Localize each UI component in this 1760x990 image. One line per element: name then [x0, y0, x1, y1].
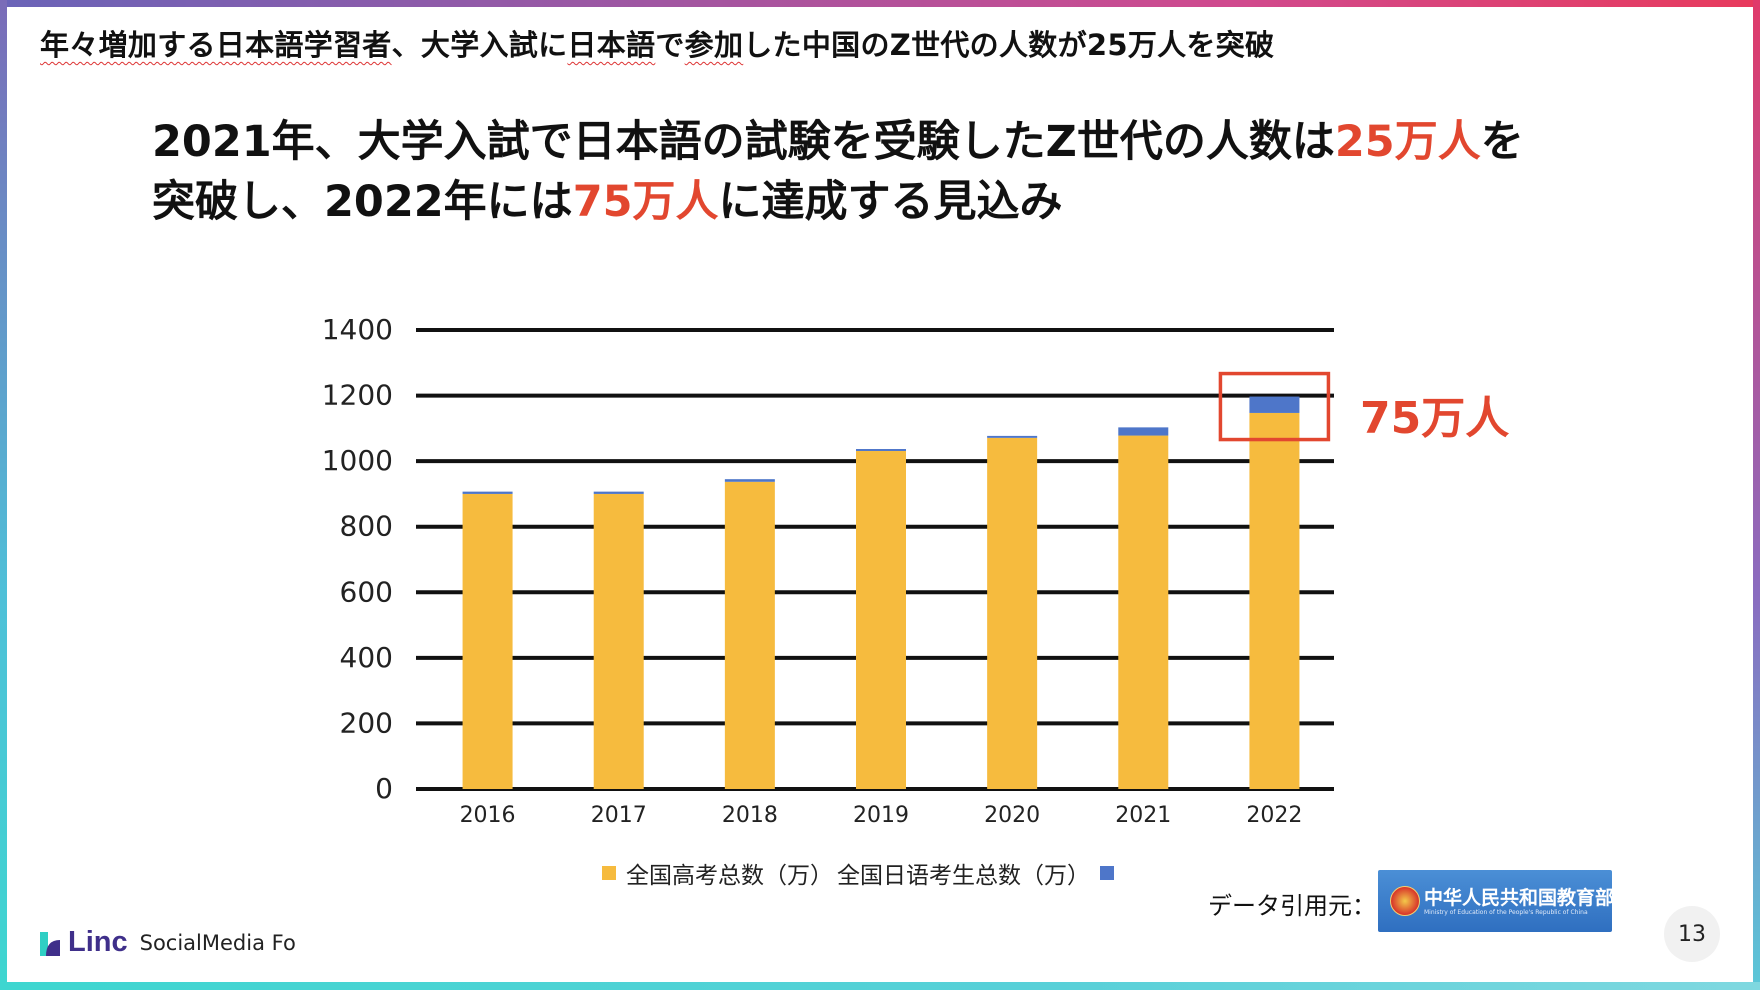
legend-swatch-japanese	[1100, 866, 1114, 880]
top-title-part6: した中国のZ世代の人数が25万人を突破	[743, 28, 1275, 62]
top-title-part5: 参加	[684, 28, 744, 62]
y-tick-label-1000: 1000	[322, 444, 393, 477]
source-label: データ引用元：	[1208, 892, 1376, 920]
slide-headline: 2021年、大学入試で日本語の試験を受験したZ世代の人数は25万人を 突破し、2…	[152, 112, 1652, 232]
bar-japanese-2021	[1118, 427, 1169, 436]
x-tick-label-2022: 2022	[1246, 803, 1302, 828]
x-tick-label-2017: 2017	[591, 803, 647, 828]
headline-line1-a: 2021年、大学入試で日本語の試験を受験したZ世代の人数は	[152, 117, 1335, 167]
frame-edge-left	[0, 0, 7, 990]
x-tick-label-2016: 2016	[460, 803, 516, 828]
legend-label-total: 全国高考总数（万）	[626, 863, 833, 889]
chart-legend: 全国高考总数（万） 全国日语考生总数（万）	[592, 856, 1124, 890]
y-tick-label-600: 600	[340, 575, 393, 608]
x-tick-label-2020: 2020	[984, 803, 1040, 828]
bar-japanese-2016	[462, 491, 513, 494]
highlight-box-2022	[1218, 371, 1331, 442]
bar-total-2018	[724, 481, 775, 789]
y-tick-label-0: 0	[375, 772, 393, 805]
bar-japanese-2017	[593, 491, 644, 494]
frame-edge-top	[0, 0, 1760, 7]
moe-logo: 中华人民共和国教育部 Ministry of Education of the …	[1378, 870, 1615, 932]
brand-name: Linc	[68, 926, 128, 958]
legend-swatch-total	[602, 866, 616, 880]
bar-japanese-2019	[856, 449, 906, 451]
y-tick-label-800: 800	[340, 510, 393, 543]
headline-line2-b: に達成する見込み	[718, 177, 1063, 227]
top-title-part2: 、大学入試に	[391, 28, 568, 62]
bar-japanese-2018	[724, 479, 775, 482]
bar-japanese-2020	[987, 435, 1038, 438]
headline-line2: 突破し、2022年には75万人に達成する見込み	[152, 172, 1652, 232]
y-tick-label-400: 400	[340, 641, 393, 674]
x-tick-label-2019: 2019	[853, 803, 909, 828]
brand-footer: Linc SocialMedia Fo	[38, 926, 296, 959]
moe-logo-cn: 中华人民共和国教育部	[1424, 887, 1615, 909]
headline-line2-highlight: 75万人	[572, 177, 719, 227]
bar-total-2021	[1118, 435, 1169, 789]
top-title-part4: で	[655, 28, 685, 62]
headline-line1-b: を	[1480, 117, 1524, 167]
x-tick-label-2018: 2018	[722, 803, 778, 828]
top-title-part3: 日本語	[567, 28, 656, 62]
y-tick-label-1200: 1200	[322, 379, 393, 412]
bar-total-2020	[987, 437, 1038, 789]
headline-line1: 2021年、大学入試で日本語の試験を受験したZ世代の人数は25万人を	[152, 112, 1652, 172]
legend-label-japanese: 全国日语考生总数（万）	[837, 863, 1090, 889]
brand-subtitle: SocialMedia Fo	[139, 930, 296, 955]
moe-logo-en: Ministry of Education of the People's Re…	[1424, 909, 1588, 916]
top-title-part1: 年々増加する日本語学習者	[40, 28, 392, 62]
national-emblem-icon	[1390, 886, 1420, 916]
frame-edge-right	[1753, 0, 1760, 990]
y-tick-label-1400: 1400	[322, 313, 393, 346]
bar-total-2016	[462, 493, 513, 789]
frame-edge-bottom	[0, 982, 1760, 990]
bar-japanese-2022	[1249, 396, 1300, 413]
linc-logo-icon	[38, 930, 64, 956]
x-tick-label-2021: 2021	[1115, 803, 1171, 828]
headline-line2-a: 突破し、2022年には	[152, 177, 573, 227]
bar-total-2019	[856, 450, 906, 789]
y-tick-label-200: 200	[340, 706, 393, 739]
bar-total-2022	[1249, 412, 1300, 789]
bar-total-2017	[593, 493, 644, 789]
page-number: 13	[1664, 906, 1720, 962]
slide-top-title: 年々増加する日本語学習者、大学入試に日本語で参加した中国のZ世代の人数が25万人…	[40, 22, 1274, 64]
callout-label: 75万人	[1360, 393, 1510, 444]
headline-line1-highlight: 25万人	[1334, 117, 1481, 167]
